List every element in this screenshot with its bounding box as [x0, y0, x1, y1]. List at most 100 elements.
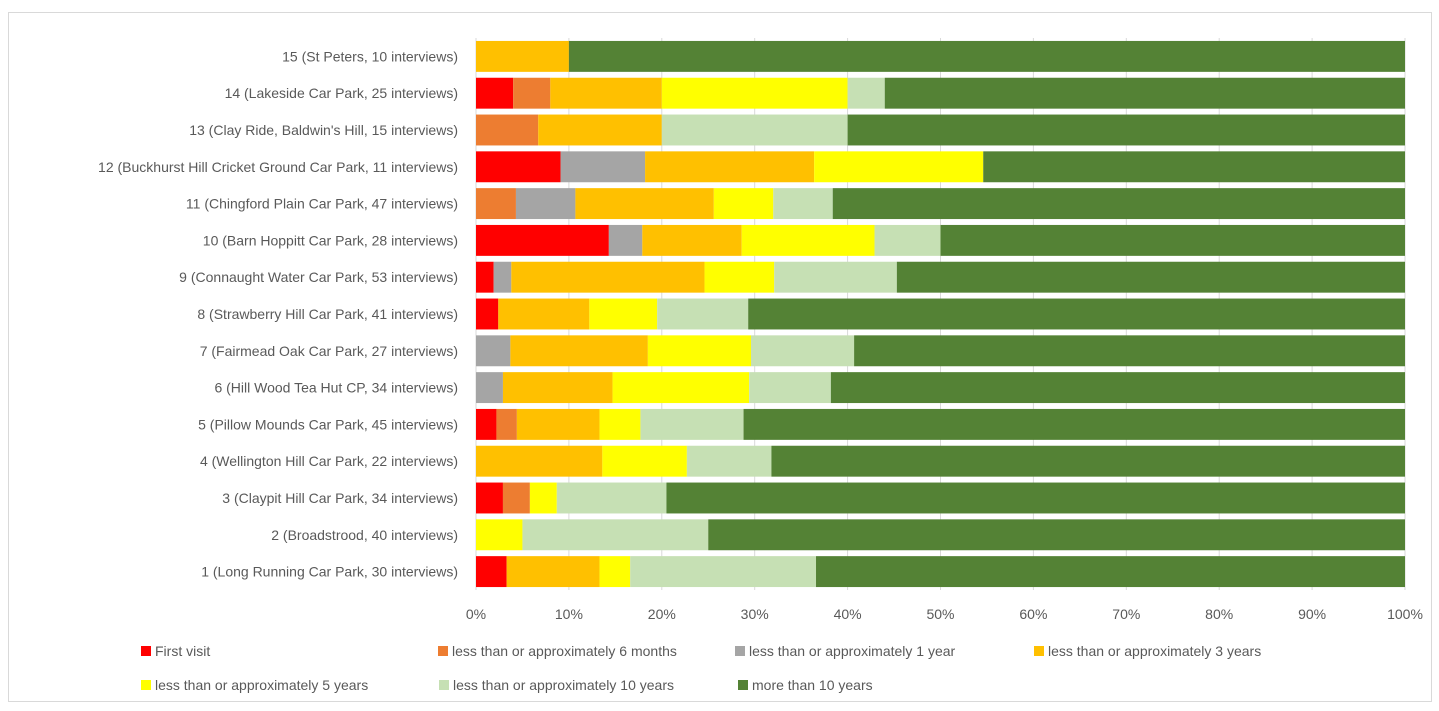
bar-segment	[847, 114, 1405, 146]
bar-segment	[661, 114, 848, 146]
x-tick-label: 30%	[741, 606, 769, 622]
bar-segment	[476, 77, 514, 109]
legend-swatch	[738, 680, 748, 690]
chart-frame	[8, 12, 1432, 702]
legend-label: First visit	[155, 643, 210, 659]
x-tick-label: 50%	[926, 606, 954, 622]
bar-segment	[896, 261, 1405, 293]
bar-segment	[502, 482, 530, 514]
bar-segment	[602, 445, 687, 477]
x-tick-label: 70%	[1112, 606, 1140, 622]
bar-segment	[515, 188, 576, 220]
bar-segment	[874, 224, 941, 256]
bar-segment	[983, 151, 1405, 183]
bar-segment	[713, 188, 774, 220]
x-tick-label: 60%	[1019, 606, 1047, 622]
x-tick-label: 40%	[834, 606, 862, 622]
category-label: 2 (Broadstrood, 40 interviews)	[271, 527, 458, 543]
bar-segment	[704, 261, 775, 293]
bar-segment	[513, 77, 551, 109]
x-tick-label: 10%	[555, 606, 583, 622]
category-label: 1 (Long Running Car Park, 30 interviews)	[201, 564, 458, 580]
bar-segment	[743, 408, 1405, 440]
bar-segment	[773, 188, 833, 220]
bar-segment	[708, 519, 1405, 551]
bar-segment	[630, 556, 817, 588]
bar-segment	[538, 114, 662, 146]
bar-segment	[511, 261, 705, 293]
bar-segment	[529, 482, 557, 514]
bar-segment	[771, 445, 1405, 477]
bar-segment	[476, 335, 511, 367]
category-label: 10 (Barn Hoppitt Car Park, 28 interviews…	[203, 232, 458, 248]
x-tick-label: 20%	[648, 606, 676, 622]
x-tick-label: 80%	[1205, 606, 1233, 622]
x-tick-label: 90%	[1298, 606, 1326, 622]
category-label: 9 (Connaught Water Car Park, 53 intervie…	[179, 269, 458, 285]
bar-segment	[748, 298, 1405, 330]
legend-swatch	[141, 680, 151, 690]
bar-segment	[657, 298, 749, 330]
bar-segment	[498, 298, 590, 330]
bar-segment	[516, 408, 600, 440]
legend-label: more than 10 years	[752, 677, 873, 693]
bar-segment	[612, 372, 750, 404]
bar-segment	[476, 40, 569, 72]
bar-segment	[832, 188, 1405, 220]
bar-segment	[599, 556, 631, 588]
category-label: 7 (Fairmead Oak Car Park, 27 interviews)	[200, 343, 458, 359]
bar-segment	[884, 77, 1405, 109]
bar-segment	[510, 335, 648, 367]
legend-label: less than or approximately 6 months	[452, 643, 677, 659]
bar-segment	[645, 151, 815, 183]
legend-swatch	[439, 680, 449, 690]
legend-swatch	[438, 646, 448, 656]
legend-swatch	[141, 646, 151, 656]
category-label: 8 (Strawberry Hill Car Park, 41 intervie…	[197, 306, 458, 322]
bar-segment	[476, 445, 603, 477]
bar-segment	[476, 556, 507, 588]
category-label: 3 (Claypit Hill Car Park, 34 interviews)	[222, 490, 458, 506]
category-label: 4 (Wellington Hill Car Park, 22 intervie…	[200, 453, 458, 469]
category-label: 12 (Buckhurst Hill Cricket Ground Car Pa…	[98, 159, 458, 175]
bar-segment	[550, 77, 662, 109]
bar-segment	[666, 482, 1405, 514]
bar-segment	[575, 188, 714, 220]
bar-segment	[502, 372, 613, 404]
bar-segment	[476, 188, 516, 220]
bar-segment	[476, 408, 497, 440]
bar-segment	[496, 408, 517, 440]
bar-segment	[476, 482, 503, 514]
bar-segment	[686, 445, 772, 477]
bar-segment	[608, 224, 643, 256]
category-label: 13 (Clay Ride, Baldwin's Hill, 15 interv…	[189, 122, 458, 138]
bar-segment	[749, 372, 831, 404]
bar-segment	[750, 335, 855, 367]
bar-segment	[476, 298, 499, 330]
bar-segment	[640, 408, 744, 440]
bar-segment	[556, 482, 667, 514]
legend-label: less than or approximately 3 years	[1048, 643, 1261, 659]
category-label: 14 (Lakeside Car Park, 25 interviews)	[225, 85, 458, 101]
legend-label: less than or approximately 5 years	[155, 677, 368, 693]
legend-swatch	[735, 646, 745, 656]
legend-swatch	[1034, 646, 1044, 656]
bar-segment	[847, 77, 885, 109]
category-label: 5 (Pillow Mounds Car Park, 45 interviews…	[198, 416, 458, 432]
bar-segment	[774, 261, 897, 293]
bar-segment	[560, 151, 646, 183]
bar-segment	[476, 372, 503, 404]
bar-segment	[476, 261, 494, 293]
bar-segment	[647, 335, 751, 367]
bar-segment	[940, 224, 1405, 256]
bar-segment	[854, 335, 1405, 367]
bar-segment	[661, 77, 848, 109]
bar-segment	[589, 298, 658, 330]
bar-segment	[568, 40, 1405, 72]
x-tick-label: 0%	[466, 606, 486, 622]
bar-segment	[493, 261, 512, 293]
legend-label: less than or approximately 10 years	[453, 677, 674, 693]
bar-segment	[830, 372, 1405, 404]
bar-segment	[476, 519, 523, 551]
